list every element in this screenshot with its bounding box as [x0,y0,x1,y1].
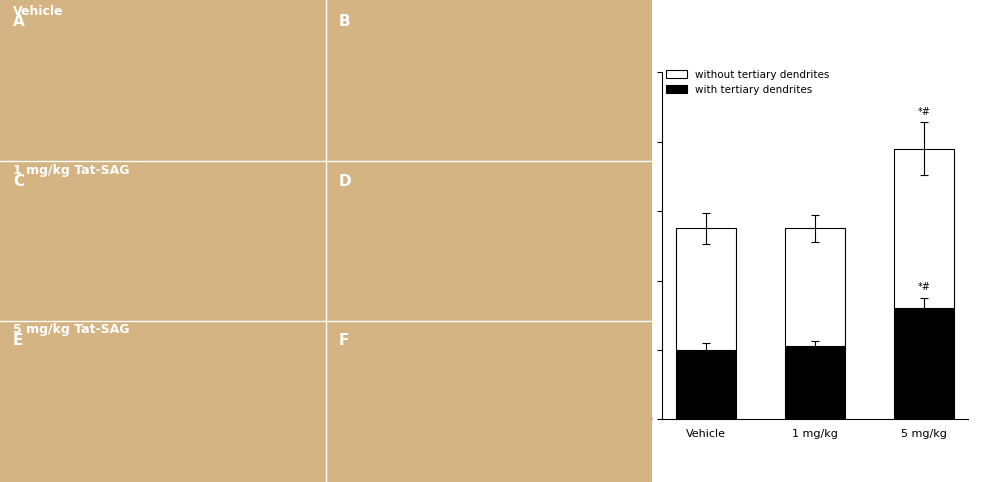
Text: G: G [494,55,512,75]
Bar [785,347,845,419]
Text: 1 mg/kg Tat-SAG: 1 mg/kg Tat-SAG [13,164,129,177]
Bar [894,308,954,419]
Text: C: C [13,174,24,188]
Bar [785,228,845,347]
Text: F: F [339,333,350,348]
Text: A: A [13,14,25,29]
Y-axis label: Number of DCX$^+$
neuroblasts per section: Number of DCX$^+$ neuroblasts per sectio… [603,185,627,307]
Bar [676,228,736,350]
Legend: without tertiary dendrites, with tertiary dendrites: without tertiary dendrites, with tertiar… [662,66,834,99]
Text: E: E [13,333,24,348]
Text: Vehicle: Vehicle [13,5,63,18]
Text: *#: *# [918,107,931,117]
Text: *#: *# [918,282,931,292]
Text: 5 mg/kg Tat-SAG: 5 mg/kg Tat-SAG [13,323,129,336]
Bar [676,350,736,419]
Text: B: B [339,14,351,29]
Text: D: D [339,174,352,188]
Bar [894,148,954,308]
